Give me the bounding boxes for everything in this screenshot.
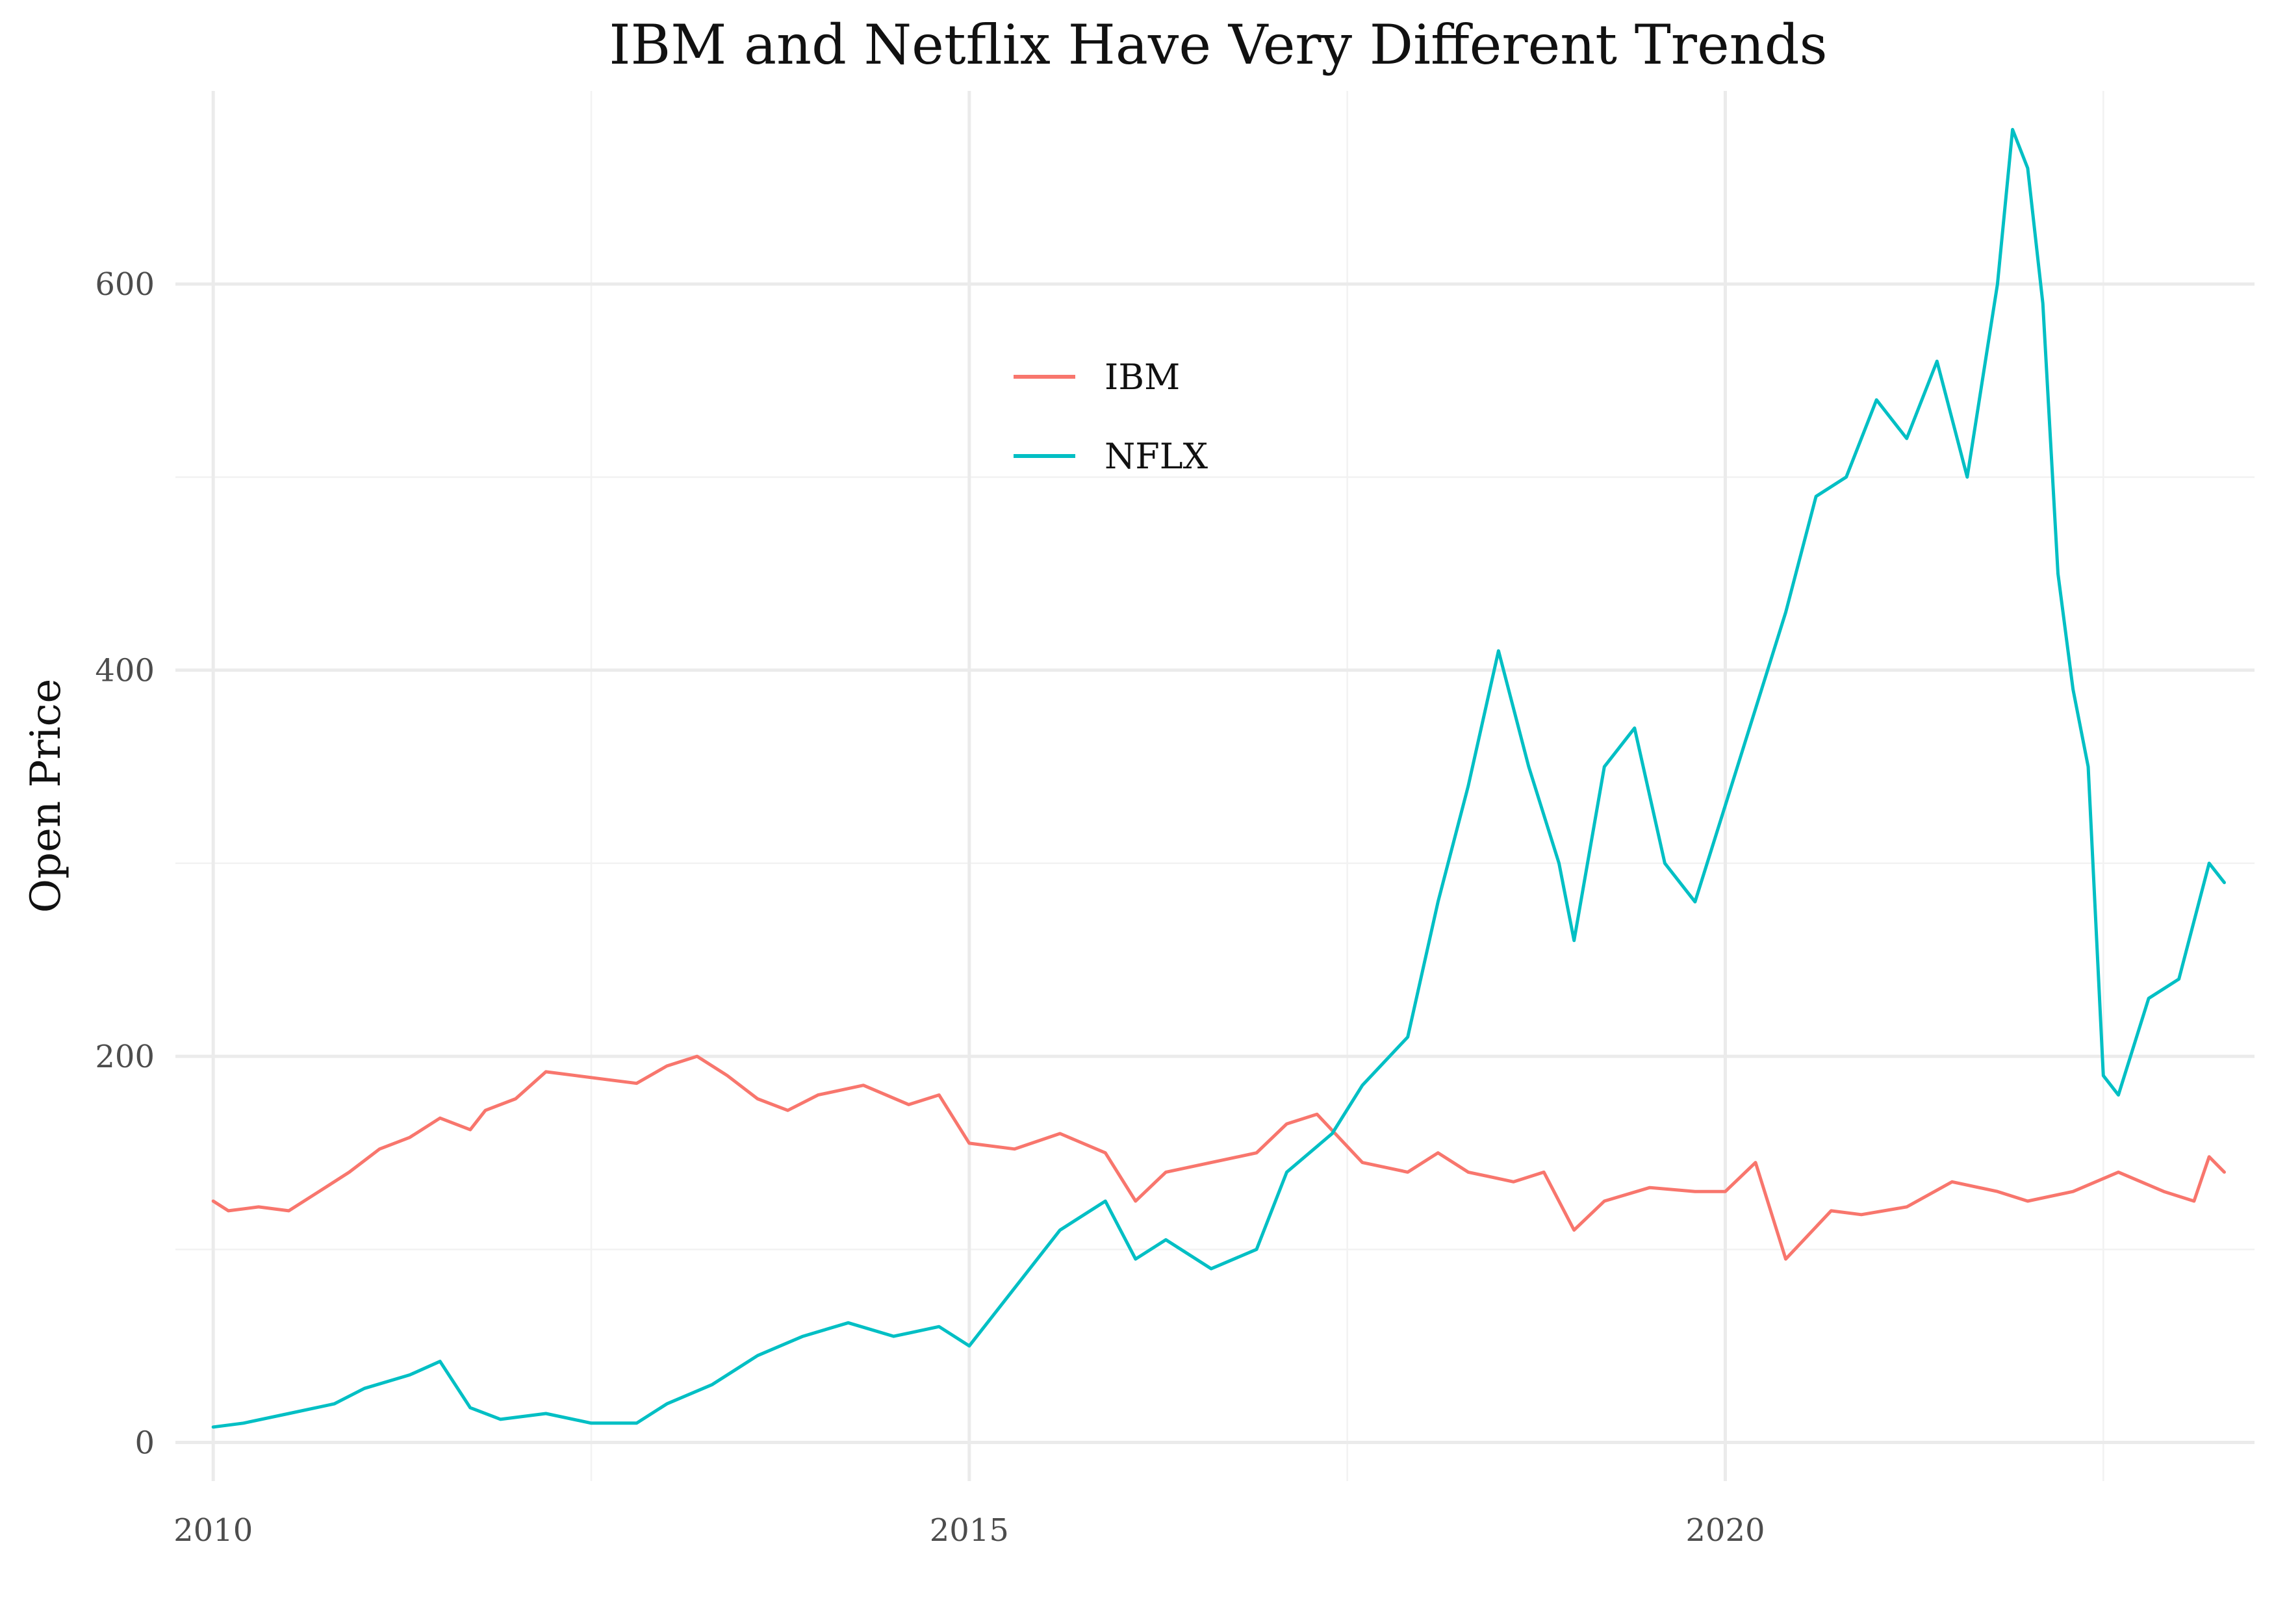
series-line-ibm [211,1054,2226,1261]
grid [175,91,2255,1481]
series-line-nflx [211,127,2226,1429]
x-tick-label: 2010 [173,1512,253,1549]
x-tick-label: 2015 [930,1512,1009,1549]
legend: IBM NFLX [1014,357,1208,477]
y-axis-title: Open Price [22,679,70,913]
y-tick-label: 0 [134,1425,155,1462]
x-axis-ticks: 2010 2015 2020 [173,1512,1765,1549]
legend-label-nflx: NFLX [1105,436,1208,477]
series-lines [211,127,2226,1429]
y-axis-ticks: 0 200 400 600 [95,266,155,1461]
y-tick-label: 400 [95,653,155,689]
y-tick-label: 600 [95,266,155,303]
y-tick-label: 200 [95,1039,155,1075]
legend-label-ibm: IBM [1105,357,1180,398]
x-tick-label: 2020 [1685,1512,1765,1549]
chart-title: IBM and Netflix Have Very Different Tren… [609,13,1827,77]
